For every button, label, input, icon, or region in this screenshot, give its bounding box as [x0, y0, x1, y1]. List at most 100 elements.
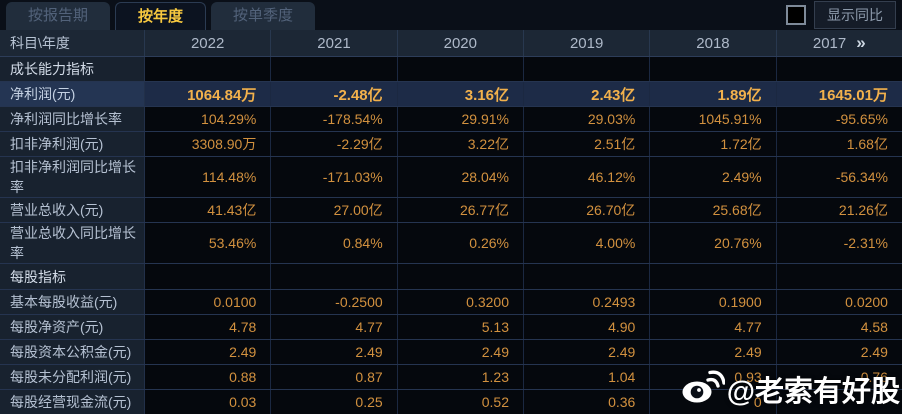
table-header-row: 科目\年度 2022 2021 2020 2019 2018 2017 »: [0, 30, 902, 57]
value-cell-2020: [397, 264, 524, 289]
value-cell-2018: 25.68亿: [650, 198, 777, 223]
value-cell-2022: 53.46%: [145, 223, 272, 264]
table-row[interactable]: 营业总收入同比增长率 53.46% 0.84% 0.26% 4.00% 20.76% -2.…: [0, 223, 902, 265]
value-cell-2021: [271, 264, 398, 289]
value-cell-2018: 0: [650, 389, 777, 414]
value-cell-2017: 2.49: [776, 339, 902, 364]
value-cell-2020: 0.26%: [397, 223, 524, 264]
year-header-2019: 2019: [524, 30, 651, 56]
table-row[interactable]: 基本每股收益(元) 0.0100 -0.2500 0.3200 0.2493 0.1900…: [0, 289, 902, 315]
table-row[interactable]: 每股未分配利润(元) 0.88 0.87 1.23 1.04 0.93 0.76: [0, 364, 902, 390]
value-cell-2017: 4.58: [776, 314, 902, 339]
row-label: 扣非净利润(元): [0, 132, 145, 157]
table-row[interactable]: 每股净资产(元) 4.78 4.77 5.13 4.90 4.77 4.58: [0, 314, 902, 340]
yoy-controls: 显示同比: [786, 1, 902, 29]
value-cell-2019: 2.49: [523, 339, 651, 364]
year-label: 2022: [190, 34, 225, 52]
year-header-2018: 2018: [650, 30, 777, 56]
value-cell-2018: 4.77: [650, 314, 777, 339]
value-cell-2021: -2.48亿: [271, 82, 398, 107]
value-cell-2021: [271, 57, 398, 82]
value-cell-2022: 114.48%: [145, 157, 272, 198]
value-cell-2019: 46.12%: [523, 157, 651, 198]
value-cell-2018: 2.49%: [650, 157, 777, 198]
value-cell-2019: [523, 264, 651, 289]
section-row: 成长能力指标: [0, 57, 902, 83]
row-label: 营业总收入(元): [0, 198, 145, 223]
year-header-2020: 2020: [398, 30, 524, 56]
value-cell-2017: 0.0200: [776, 289, 902, 314]
value-cell-2020: 26.77亿: [397, 198, 524, 223]
value-cell-2021: -0.2500: [271, 289, 398, 314]
value-cell-2017: [776, 389, 902, 414]
value-cell-2021: 0.84%: [271, 223, 398, 264]
year-header-2022: 2022: [145, 30, 272, 56]
value-cell-2021: 0.87: [271, 364, 398, 389]
table-row[interactable]: 每股经营现金流(元) 0.03 0.25 0.52 0.36 0: [0, 389, 902, 414]
row-label: 每股资本公积金(元): [0, 339, 145, 364]
value-cell-2020: 3.22亿: [397, 132, 524, 157]
value-cell-2022: 4.78: [145, 314, 272, 339]
value-cell-2017: 21.26亿: [776, 198, 902, 223]
value-cell-2022: [145, 57, 272, 82]
tab-by-quarter[interactable]: 按单季度: [211, 2, 316, 30]
row-label: 扣非净利润同比增长率: [0, 157, 145, 198]
year-label: 2021: [317, 34, 351, 52]
year-header-2021: 2021: [271, 30, 398, 56]
value-cell-2017: -56.34%: [776, 157, 902, 198]
table-row[interactable]: 净利润同比增长率 104.29% -178.54% 29.91% 29.03% 1045.…: [0, 107, 902, 133]
row-label: 营业总收入同比增长率: [0, 223, 145, 264]
value-cell-2018: 1.72亿: [650, 132, 777, 157]
finance-table: 科目\年度 2022 2021 2020 2019 2018 2017 » 成长能力指标 净利…: [0, 30, 902, 414]
value-cell-2020: 3.16亿: [397, 82, 524, 107]
value-cell-2021: 0.25: [271, 389, 398, 414]
table-row[interactable]: 每股资本公积金(元) 2.49 2.49 2.49 2.49 2.49 2.49: [0, 339, 902, 365]
table-row[interactable]: 扣非净利润(元) 3308.90万 -2.29亿 3.22亿 2.51亿 1.72亿 1.6…: [0, 132, 902, 158]
year-label: 2018: [696, 34, 730, 52]
value-cell-2019: 29.03%: [523, 107, 651, 132]
value-cell-2022: 3308.90万: [145, 132, 272, 157]
value-cell-2018: 2.49: [650, 339, 777, 364]
table-body: 成长能力指标 净利润(元) 1064.84万 -2.48亿 3.16亿 2.43亿 1.89…: [0, 57, 902, 414]
value-cell-2022: 0.88: [145, 364, 272, 389]
show-yoy-label[interactable]: 显示同比: [814, 1, 896, 29]
tab-by-year[interactable]: 按年度: [115, 2, 207, 30]
value-cell-2021: -2.29亿: [271, 132, 398, 157]
row-label: 净利润同比增长率: [0, 107, 145, 132]
year-header-2017: 2017 »: [777, 30, 902, 56]
show-yoy-checkbox[interactable]: [786, 5, 806, 25]
table-row[interactable]: 扣非净利润同比增长率 114.48% -171.03% 28.04% 46.12% 2.4…: [0, 157, 902, 199]
value-cell-2019: 0.36: [523, 389, 651, 414]
value-cell-2022: [145, 264, 272, 289]
tab-by-report-period[interactable]: 按报告期: [6, 2, 111, 30]
row-label: 基本每股收益(元): [0, 289, 145, 314]
table-row[interactable]: 营业总收入(元) 41.43亿 27.00亿 26.77亿 26.70亿 25.68亿 21…: [0, 198, 902, 224]
value-cell-2017: 1645.01万: [776, 82, 902, 107]
value-cell-2017: 1.68亿: [776, 132, 902, 157]
value-cell-2019: 1.04: [523, 364, 651, 389]
section-row: 每股指标: [0, 264, 902, 290]
value-cell-2020: 29.91%: [397, 107, 524, 132]
value-cell-2019: [523, 57, 651, 82]
year-label: 2020: [443, 34, 477, 52]
value-cell-2022: 1064.84万: [145, 82, 272, 107]
value-cell-2019: 2.51亿: [523, 132, 651, 157]
value-cell-2018: 0.1900: [650, 289, 777, 314]
table-row[interactable]: 净利润(元) 1064.84万 -2.48亿 3.16亿 2.43亿 1.89亿 1645.…: [0, 82, 902, 108]
value-cell-2019: 4.90: [523, 314, 651, 339]
value-cell-2019: 2.43亿: [523, 82, 651, 107]
value-cell-2017: [776, 264, 902, 289]
tab-bar: 按报告期 按年度 按单季度 显示同比: [0, 0, 902, 30]
value-cell-2017: -95.65%: [776, 107, 902, 132]
value-cell-2021: -178.54%: [271, 107, 398, 132]
year-label: 2019: [569, 34, 604, 52]
value-cell-2020: [397, 57, 524, 82]
row-label: 成长能力指标: [0, 57, 145, 82]
value-cell-2022: 0.0100: [145, 289, 272, 314]
value-cell-2017: 0.76: [776, 364, 902, 389]
value-cell-2018: 20.76%: [650, 223, 777, 264]
more-years-icon[interactable]: »: [856, 33, 866, 52]
value-cell-2017: -2.31%: [776, 223, 902, 264]
value-cell-2019: 26.70亿: [523, 198, 651, 223]
